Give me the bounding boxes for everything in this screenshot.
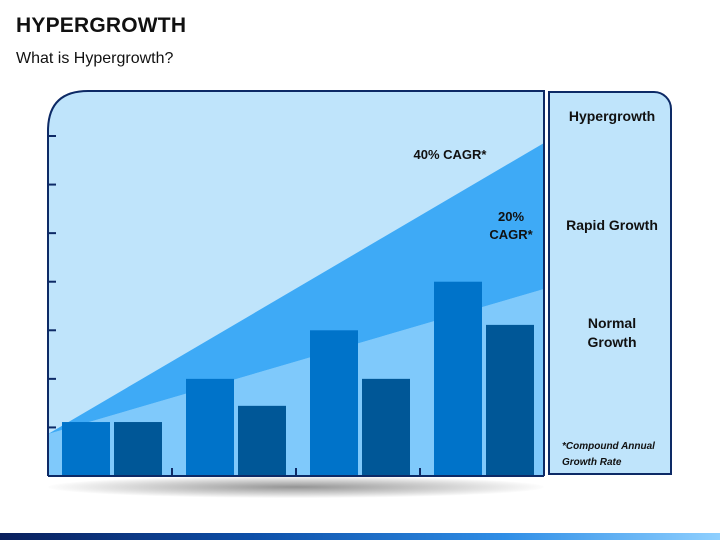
legend-normal-growth-line2: Growth — [587, 334, 637, 350]
footnote-line2: Growth Rate — [562, 457, 622, 468]
bar-group3-series2 — [362, 378, 410, 476]
bar-group4-series2 — [486, 324, 534, 476]
bar-group1-series2 — [114, 422, 162, 476]
chart-shadow — [48, 476, 544, 498]
bar-group2-series1 — [186, 378, 234, 476]
bar-group4-series1 — [434, 281, 482, 476]
rapid-growth-band — [48, 289, 544, 476]
legend-normal-growth: Normal Growth — [550, 314, 674, 352]
legend-normal-growth-line1: Normal — [587, 315, 637, 331]
page-subtitle: What is Hypergrowth? — [16, 50, 174, 67]
bar-group1-series1 — [62, 422, 110, 476]
cagr-20-label-line1: 20% — [497, 209, 525, 224]
legend-panel: Hypergrowth Rapid Growth Normal Growth *… — [548, 91, 672, 475]
cagr-20-label-line2: CAGR* — [489, 227, 533, 242]
hypergrowth-band — [48, 143, 544, 435]
cagr-20-label: 20% CAGR* — [480, 208, 542, 244]
footer-accent-bar — [0, 533, 720, 540]
cagr-40-label: 40% CAGR* — [413, 147, 487, 162]
legend-rapid-growth: Rapid Growth — [566, 217, 658, 233]
footnote-line1: *Compound Annual — [562, 441, 655, 452]
cagr-footnote: *Compound Annual Growth Rate — [562, 439, 672, 471]
legend-hypergrowth: Hypergrowth — [568, 108, 656, 124]
plot-frame — [47, 90, 545, 476]
page-title: HYPERGROWTH — [16, 14, 187, 37]
bar-group3-series1 — [310, 330, 358, 476]
bar-group2-series2 — [238, 405, 286, 476]
